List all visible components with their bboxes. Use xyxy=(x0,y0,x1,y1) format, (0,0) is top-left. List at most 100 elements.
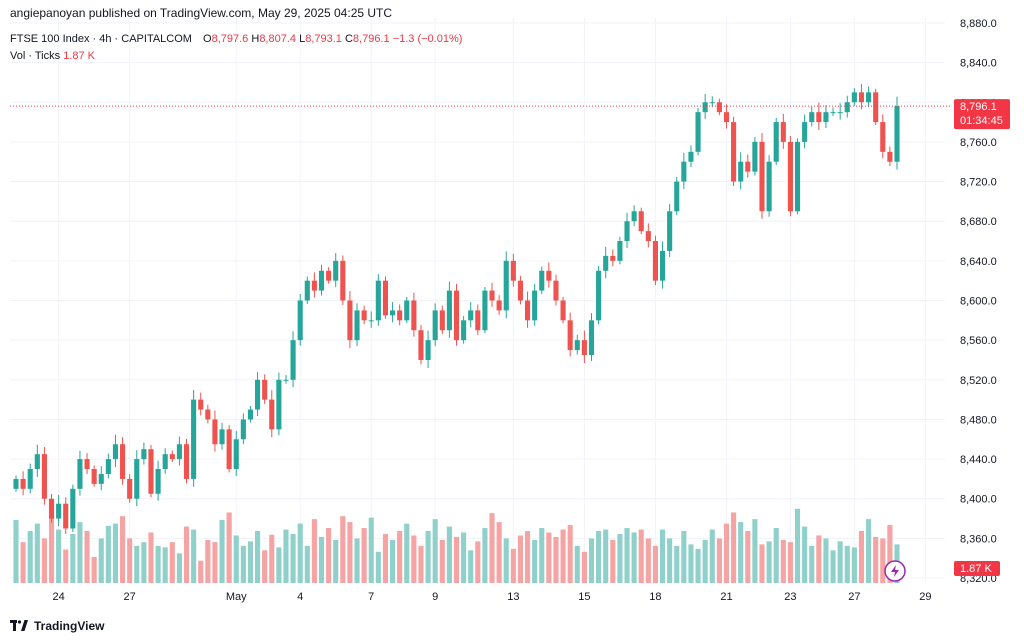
time-tick-label: 4 xyxy=(297,591,303,603)
candle-body xyxy=(560,300,566,321)
candle-body xyxy=(127,478,133,499)
volume-bar xyxy=(205,539,211,583)
time-tick-label: 27 xyxy=(848,591,860,603)
volume-bar xyxy=(247,541,254,583)
volume-bar xyxy=(461,532,467,583)
tradingview-logo[interactable]: TradingView xyxy=(10,619,104,633)
volume-bar xyxy=(496,522,502,583)
volume-bar xyxy=(596,531,602,583)
price-tick-label: 8,880.0 xyxy=(960,18,997,30)
candle-body xyxy=(688,151,694,162)
candle-body xyxy=(610,255,616,261)
volume-bar xyxy=(304,545,310,583)
candle-body xyxy=(120,444,126,479)
candle-body xyxy=(240,419,246,440)
volume-bar xyxy=(411,535,417,583)
volume-bar xyxy=(631,532,637,583)
candle-body xyxy=(574,340,580,351)
candle-body xyxy=(723,112,730,123)
candle-body xyxy=(830,112,836,114)
volume-bars xyxy=(13,508,900,583)
volume-bar xyxy=(539,528,545,583)
volume-bar xyxy=(56,529,62,583)
volume-bar xyxy=(183,526,190,583)
candle-body xyxy=(667,211,673,251)
volume-bar xyxy=(702,539,708,583)
volume-bar xyxy=(340,516,346,583)
volume-bar xyxy=(866,519,872,583)
candle-body xyxy=(588,320,595,356)
candle-body xyxy=(333,260,339,281)
volume-bar xyxy=(91,557,97,583)
price-tick-label: 8,600.0 xyxy=(960,296,997,308)
candle-body xyxy=(866,92,872,103)
volume-bar xyxy=(503,538,509,583)
volume-bar xyxy=(311,519,317,583)
candle-body xyxy=(34,454,40,470)
candle-body xyxy=(731,122,737,182)
volume-bar xyxy=(297,523,303,583)
volume-bar xyxy=(560,529,566,583)
price-tick-label: 8,680.0 xyxy=(960,216,997,228)
volume-bar xyxy=(112,523,119,583)
candle-body xyxy=(887,151,893,162)
volume-bar xyxy=(802,526,808,583)
volume-bar xyxy=(63,549,69,583)
volume-bar xyxy=(404,523,410,583)
volume-bar xyxy=(20,542,26,583)
volume-bar xyxy=(255,531,261,583)
volume-bar xyxy=(844,545,850,583)
volume-tag: 1.87 K xyxy=(954,561,1000,576)
volume-value: 1.87 K xyxy=(63,50,95,62)
candle-body xyxy=(290,340,296,380)
volume-label[interactable]: Vol · Ticks xyxy=(10,50,61,62)
candle-body xyxy=(63,503,69,529)
candle-body xyxy=(773,122,779,162)
volume-bar xyxy=(617,533,623,583)
time-tick-label: 29 xyxy=(919,591,931,603)
volume-bar xyxy=(382,533,389,583)
candle-body xyxy=(468,310,474,321)
time-tick-label: 9 xyxy=(432,591,438,603)
candle-body xyxy=(453,290,460,341)
candle-body xyxy=(162,454,168,470)
candle-body xyxy=(510,260,516,281)
volume-bar xyxy=(361,528,367,583)
volume-bar xyxy=(219,519,225,583)
volume-bar xyxy=(48,516,55,583)
volume-bar xyxy=(517,535,524,583)
candle-body xyxy=(297,300,303,341)
candle-body xyxy=(624,221,630,242)
price-tick-label: 8,320.0 xyxy=(960,573,997,585)
close-label: C xyxy=(344,33,353,45)
candle-body xyxy=(48,498,55,519)
candle-body xyxy=(27,469,33,489)
volume-bar xyxy=(873,536,879,583)
volume-bar xyxy=(468,550,474,583)
candle-body xyxy=(844,102,850,113)
symbol-title[interactable]: FTSE 100 Index · 4h · CAPITALCOM xyxy=(10,33,192,45)
volume-bar xyxy=(830,550,836,583)
volume-bar xyxy=(638,529,644,583)
volume-bar xyxy=(510,548,516,583)
time-axis[interactable]: 24 27 May 4 7 9 13 15 18 21 23 27 29 xyxy=(53,591,932,603)
volume-bar xyxy=(169,542,175,583)
candle-body xyxy=(652,241,658,281)
candle-body xyxy=(702,102,708,113)
candle-body xyxy=(709,102,715,104)
candle-body xyxy=(368,320,374,322)
candle-body xyxy=(326,270,332,281)
price-tick-label: 8,520.0 xyxy=(960,375,997,387)
candle-body xyxy=(858,92,865,103)
flash-icon[interactable] xyxy=(884,560,906,582)
change-value: −1.3 (−0.01%) xyxy=(392,33,463,45)
volume-bar xyxy=(851,547,857,583)
volume-bar xyxy=(127,538,133,583)
volume-bar xyxy=(84,531,90,583)
candle-body xyxy=(169,454,175,460)
volume-bar xyxy=(439,539,445,583)
volume-bar xyxy=(645,538,651,583)
candle-body xyxy=(482,290,488,331)
volume-bar xyxy=(283,529,289,583)
